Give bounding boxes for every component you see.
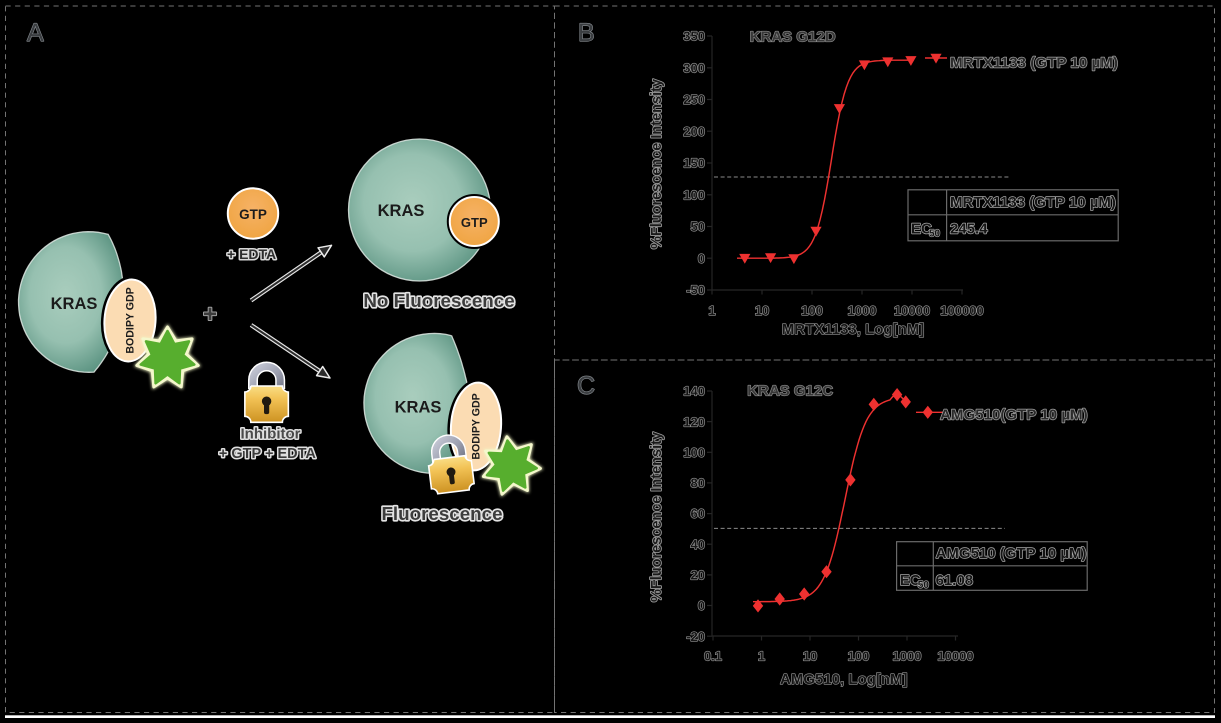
svg-text:10: 10: [755, 303, 769, 318]
svg-text:MRTX1133 (GTP 10 µM): MRTX1133 (GTP 10 µM): [950, 55, 1118, 72]
svg-text:0: 0: [698, 598, 705, 613]
svg-text:%Fluorescence Intensity: %Fluorescence Intensity: [649, 79, 665, 249]
svg-text:A: A: [27, 19, 44, 47]
svg-text:KRAS: KRAS: [395, 399, 442, 417]
svg-text:61.08: 61.08: [936, 572, 974, 589]
svg-text:1000: 1000: [848, 303, 877, 318]
svg-text:100: 100: [848, 649, 870, 664]
svg-text:0: 0: [698, 251, 705, 266]
svg-text:100: 100: [683, 187, 705, 202]
svg-text:KRAS: KRAS: [51, 295, 98, 313]
svg-text:EC: EC: [911, 221, 932, 238]
svg-text:MRTX1133, Log[nM]: MRTX1133, Log[nM]: [782, 321, 925, 338]
svg-text:BODIPY GDP: BODIPY GDP: [125, 287, 137, 353]
svg-text:0.1: 0.1: [704, 649, 722, 664]
svg-text:AMG510(GTP 10 µM): AMG510(GTP 10 µM): [940, 407, 1088, 424]
svg-text:C: C: [577, 372, 595, 400]
svg-text:KRAS: KRAS: [378, 202, 425, 220]
svg-text:100: 100: [683, 445, 705, 460]
svg-text:150: 150: [683, 156, 705, 171]
svg-text:20: 20: [691, 568, 705, 583]
svg-text:-50: -50: [686, 283, 705, 298]
svg-text:10: 10: [803, 649, 817, 664]
svg-text:250: 250: [683, 92, 705, 107]
svg-text:KRAS G12C: KRAS G12C: [747, 383, 833, 400]
svg-text:10000: 10000: [894, 303, 930, 318]
svg-text:40: 40: [691, 537, 705, 552]
svg-text:140: 140: [683, 384, 705, 399]
svg-text:BODIPY GDP: BODIPY GDP: [471, 393, 483, 459]
svg-text:10000: 10000: [937, 649, 973, 664]
svg-text:1: 1: [758, 649, 765, 664]
svg-text:%Fluorescence Intensity: %Fluorescence Intensity: [649, 432, 665, 602]
svg-text:1: 1: [708, 303, 715, 318]
svg-text:50: 50: [691, 219, 705, 234]
svg-text:50: 50: [918, 580, 930, 591]
svg-text:200: 200: [683, 124, 705, 139]
svg-text:60: 60: [691, 506, 705, 521]
svg-text:Fluorescence: Fluorescence: [381, 503, 502, 524]
svg-text:KRAS G12D: KRAS G12D: [750, 29, 836, 46]
svg-text:100: 100: [801, 303, 823, 318]
svg-text:+: +: [203, 301, 217, 328]
svg-text:120: 120: [683, 414, 705, 429]
svg-text:B: B: [578, 19, 595, 47]
svg-text:50: 50: [929, 229, 941, 240]
svg-text:GTP: GTP: [239, 207, 267, 222]
svg-text:MRTX1133 (GTP 10 µM): MRTX1133 (GTP 10 µM): [950, 194, 1116, 211]
svg-text:Inhibitor: Inhibitor: [241, 426, 301, 443]
svg-text:245.4: 245.4: [950, 221, 988, 238]
svg-text:100000: 100000: [940, 303, 983, 318]
svg-text:300: 300: [683, 60, 705, 75]
svg-text:EC: EC: [900, 572, 921, 589]
svg-text:No Fluorescence: No Fluorescence: [363, 290, 514, 311]
svg-text:80: 80: [691, 476, 705, 491]
svg-text:-20: -20: [686, 629, 705, 644]
svg-text:350: 350: [683, 29, 705, 44]
svg-text:AMG510, Log[nM]: AMG510, Log[nM]: [780, 671, 908, 688]
svg-text:+ EDTA: + EDTA: [227, 246, 276, 262]
svg-text:GTP: GTP: [461, 215, 488, 230]
svg-text:+ GTP + EDTA: + GTP + EDTA: [219, 446, 316, 462]
svg-text:AMG510 (GTP 10 µM): AMG510 (GTP 10 µM): [936, 545, 1087, 562]
svg-text:1000: 1000: [893, 649, 922, 664]
